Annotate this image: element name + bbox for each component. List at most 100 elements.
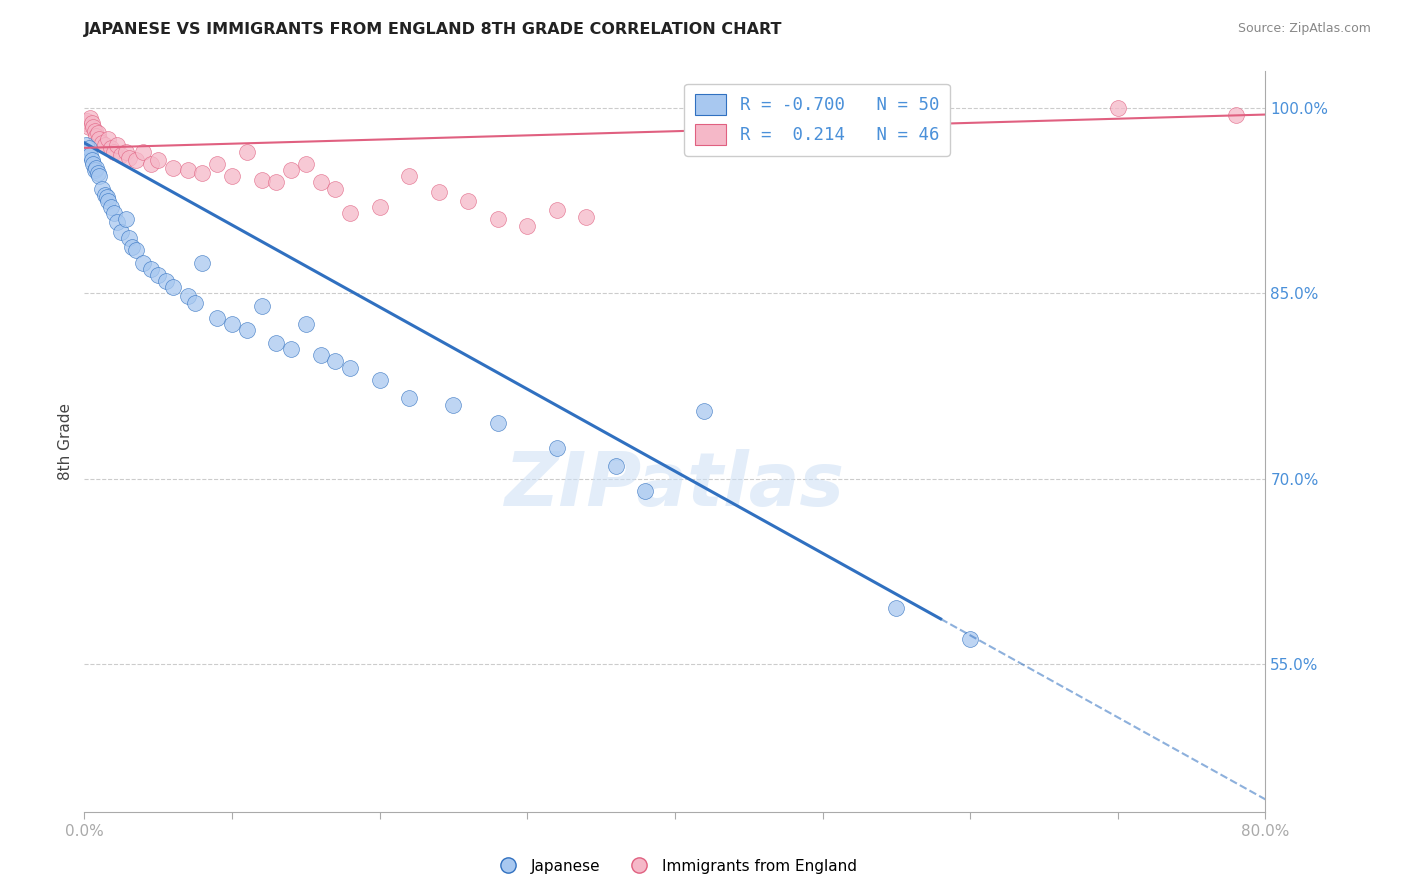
Point <box>148 268 170 282</box>
Point <box>84 128 107 143</box>
Point <box>634 483 657 498</box>
Point <box>1107 101 1129 115</box>
Point <box>75 116 97 130</box>
Point <box>323 354 347 368</box>
Point <box>575 210 598 224</box>
Point <box>100 141 122 155</box>
Point <box>264 335 288 350</box>
Point <box>177 163 200 178</box>
Point <box>309 348 332 362</box>
Text: Source: ZipAtlas.com: Source: ZipAtlas.com <box>1237 22 1371 36</box>
Point <box>205 311 228 326</box>
Point <box>264 175 288 190</box>
Legend: Japanese, Immigrants from England: Japanese, Immigrants from England <box>486 853 863 880</box>
Point <box>368 200 391 214</box>
Point <box>97 194 120 208</box>
Point <box>295 318 318 332</box>
Point <box>457 194 479 208</box>
Point <box>91 136 114 150</box>
Point <box>486 212 509 227</box>
Point <box>118 151 141 165</box>
Point <box>94 138 117 153</box>
Point <box>110 225 132 239</box>
Point <box>121 239 143 253</box>
Point <box>959 632 981 646</box>
Point <box>103 145 125 159</box>
Point <box>82 157 104 171</box>
Point <box>125 153 148 168</box>
Point <box>886 601 908 615</box>
Y-axis label: 8th Grade: 8th Grade <box>58 403 73 480</box>
Point <box>323 181 347 195</box>
Point <box>89 169 111 184</box>
Point <box>280 163 302 178</box>
Point <box>82 120 104 134</box>
Point <box>516 219 538 233</box>
Point <box>605 459 627 474</box>
Point <box>75 138 97 153</box>
Point <box>221 318 243 332</box>
Legend: R = -0.700   N = 50, R =  0.214   N = 46: R = -0.700 N = 50, R = 0.214 N = 46 <box>685 84 949 155</box>
Point <box>83 123 105 137</box>
Point <box>155 274 177 288</box>
Point <box>177 289 200 303</box>
Point <box>398 392 420 406</box>
Point <box>250 299 273 313</box>
Point <box>84 161 107 175</box>
Point <box>118 231 141 245</box>
Point <box>132 145 155 159</box>
Point <box>693 403 716 417</box>
Point <box>103 206 125 220</box>
Point <box>148 153 170 168</box>
Text: JAPANESE VS IMMIGRANTS FROM ENGLAND 8TH GRADE CORRELATION CHART: JAPANESE VS IMMIGRANTS FROM ENGLAND 8TH … <box>84 22 783 37</box>
Point <box>105 138 128 153</box>
Point <box>97 132 120 146</box>
Point <box>280 342 302 356</box>
Point <box>236 323 259 337</box>
Point <box>100 200 122 214</box>
Point <box>139 157 162 171</box>
Point <box>191 255 214 269</box>
Point <box>83 163 105 178</box>
Point <box>368 373 391 387</box>
Point <box>110 148 132 162</box>
Point <box>546 202 568 217</box>
Point <box>236 145 259 159</box>
Point <box>80 153 103 168</box>
Point <box>76 145 98 159</box>
Point <box>398 169 420 184</box>
Point <box>77 141 100 155</box>
Point <box>441 397 464 411</box>
Point <box>76 113 98 128</box>
Point <box>486 416 509 430</box>
Point <box>114 212 136 227</box>
Point <box>77 120 100 134</box>
Point <box>96 190 118 204</box>
Point <box>91 181 114 195</box>
Point <box>162 280 184 294</box>
Point <box>205 157 228 171</box>
Point <box>132 255 155 269</box>
Point <box>79 148 101 162</box>
Point <box>427 186 450 200</box>
Point <box>1225 107 1247 121</box>
Point <box>184 296 207 310</box>
Point <box>125 244 148 258</box>
Point <box>86 165 108 179</box>
Point <box>94 187 117 202</box>
Point <box>309 175 332 190</box>
Point <box>114 145 136 159</box>
Point <box>191 165 214 179</box>
Point <box>105 215 128 229</box>
Point <box>139 261 162 276</box>
Point <box>339 360 361 375</box>
Point <box>295 157 318 171</box>
Point <box>221 169 243 184</box>
Point <box>80 116 103 130</box>
Point <box>250 173 273 187</box>
Point <box>162 161 184 175</box>
Point <box>339 206 361 220</box>
Point <box>89 132 111 146</box>
Point <box>86 126 108 140</box>
Point <box>546 441 568 455</box>
